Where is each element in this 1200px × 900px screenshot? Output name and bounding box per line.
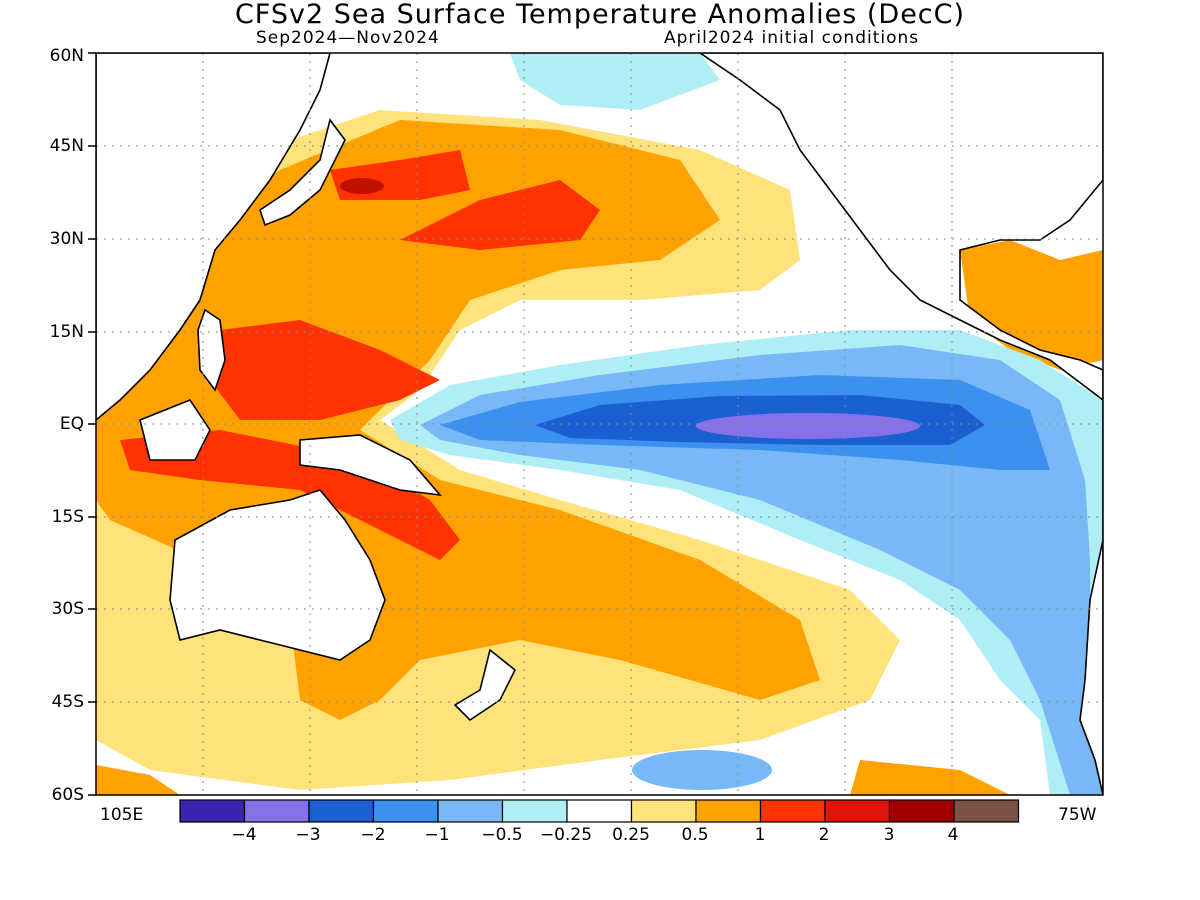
- legend-swatch: [372, 799, 439, 823]
- colorbar: [179, 799, 1020, 823]
- legend-swatch: [630, 799, 697, 823]
- legend-swatch: [824, 799, 891, 823]
- warm-anomaly-strong: [120, 430, 460, 560]
- forecast-period: Sep2024—Nov2024: [256, 28, 440, 48]
- legend-label: −1: [424, 825, 450, 845]
- cold-anomaly-peak: [696, 413, 920, 439]
- lat-label-45n: 45N: [49, 136, 84, 156]
- lat-ticks: [88, 52, 96, 796]
- legend-label: 3: [883, 825, 895, 845]
- legend-label: −0.25: [539, 825, 593, 845]
- warm-anomaly-strong: [210, 320, 440, 420]
- north-america-landmass: [698, 53, 1103, 795]
- lon-label-right: 75W: [1058, 805, 1097, 825]
- new-zealand-island: [453, 648, 517, 722]
- legend-label: 4: [947, 825, 959, 845]
- chart-title: CFSv2 Sea Surface Temperature Anomalies …: [234, 0, 966, 30]
- legend-label: −2: [360, 825, 386, 845]
- legend-label: 0.5: [681, 825, 709, 845]
- legend-label: 0.25: [612, 825, 650, 845]
- legend-swatch: [437, 799, 504, 823]
- legend-swatch: [501, 799, 568, 823]
- japan-island: [259, 118, 346, 227]
- lat-label-60n: 60N: [49, 46, 84, 66]
- legend-label: −0.5: [481, 825, 523, 845]
- lat-label-45s: 45S: [51, 692, 84, 712]
- lat-label-30s: 30S: [51, 599, 84, 619]
- lon-label-left: 105E: [100, 805, 144, 825]
- australia-landmass: [169, 489, 386, 661]
- legend-label: −3: [295, 825, 321, 845]
- cold-anomaly-north: [510, 53, 720, 110]
- lat-label-15n: 15N: [49, 322, 84, 342]
- legend-swatch: [243, 799, 310, 823]
- legend-label: 1: [754, 825, 766, 845]
- new-guinea-island: [299, 434, 442, 497]
- legend-swatch: [759, 799, 826, 823]
- lat-label-15s: 15S: [51, 507, 84, 527]
- legend-swatch: [566, 799, 633, 823]
- legend-label: −4: [231, 825, 257, 845]
- legend-swatch: [695, 799, 762, 823]
- philippines-island: [197, 308, 226, 392]
- lat-label-eq: EQ: [59, 414, 84, 434]
- cold-anomaly-south: [632, 750, 772, 790]
- warm-anomaly-strong: [400, 180, 600, 250]
- sst-anomaly-field: [96, 53, 1103, 795]
- lat-label-30n: 30N: [49, 229, 84, 249]
- legend-swatch: [308, 799, 375, 823]
- land-masses: [96, 53, 1103, 795]
- lat-label-60s: 60S: [51, 785, 84, 805]
- warm-anomaly-peak: [340, 178, 384, 194]
- initial-conditions: April2024 initial conditions: [664, 28, 920, 48]
- legend-swatch: [888, 799, 955, 823]
- warm-anomaly-moderate: [96, 765, 180, 795]
- legend-swatch: [953, 799, 1020, 823]
- warm-anomaly-moderate: [850, 760, 1010, 795]
- legend-label: 2: [818, 825, 830, 845]
- legend-swatch: [179, 799, 246, 823]
- asia-landmass: [96, 53, 331, 422]
